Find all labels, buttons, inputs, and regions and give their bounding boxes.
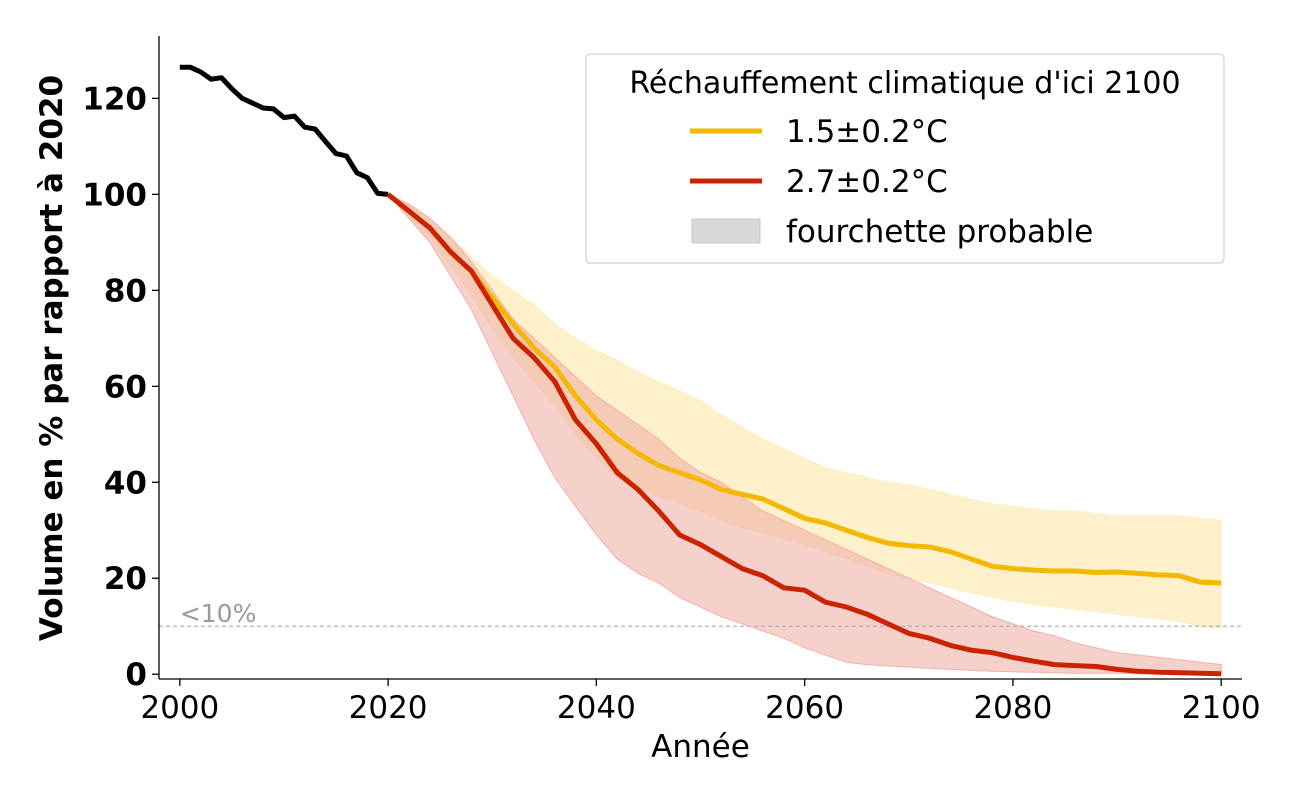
y-tick-label: 100 bbox=[82, 177, 147, 213]
reference-line-label: <10% bbox=[180, 599, 257, 628]
y-axis-label: Volume en % par rapport à 2020 bbox=[34, 75, 70, 641]
scenario_27-line bbox=[386, 192, 1222, 677]
y-tick-label: 80 bbox=[104, 273, 147, 309]
legend-entry-band-label: fourchette probable bbox=[786, 214, 1093, 250]
confidence-bands bbox=[387, 193, 1222, 675]
reference-line-group: <10% bbox=[159, 599, 1242, 628]
x-axis-label: Année bbox=[651, 729, 750, 765]
series-lines bbox=[179, 64, 1222, 677]
y-tick-label: 120 bbox=[82, 81, 147, 117]
legend-entry-27-label: 2.7±0.2°C bbox=[786, 164, 948, 200]
y-tick-label: 20 bbox=[104, 561, 147, 597]
x-tick-label: 2040 bbox=[557, 690, 636, 726]
y-tick-label: 40 bbox=[104, 465, 147, 501]
x-tick-label: 2020 bbox=[349, 690, 428, 726]
x-tick-label: 2100 bbox=[1182, 690, 1261, 726]
scenario_15-line bbox=[386, 192, 1222, 586]
x-tick-label: 2080 bbox=[973, 690, 1052, 726]
legend-title: Réchauffement climatique d'ici 2100 bbox=[629, 66, 1180, 101]
legend-box bbox=[585, 53, 1225, 264]
legend-entry-band-swatch bbox=[691, 218, 761, 244]
y-tick-label: 0 bbox=[125, 657, 147, 693]
y-tick-label: 60 bbox=[104, 369, 147, 405]
x-tick-label: 2060 bbox=[765, 690, 844, 726]
scenario_27-band bbox=[387, 193, 1222, 675]
historical-line bbox=[179, 64, 389, 197]
axes: 2000 2020 2040 2060 2080 2100020406080100120A… bbox=[34, 36, 1261, 765]
x-tick-label: 2000 bbox=[140, 690, 219, 726]
legend: Réchauffement climatique d'ici 2100 1.5±0… bbox=[585, 53, 1225, 264]
legend-entry-15-label: 1.5±0.2°C bbox=[786, 114, 948, 150]
